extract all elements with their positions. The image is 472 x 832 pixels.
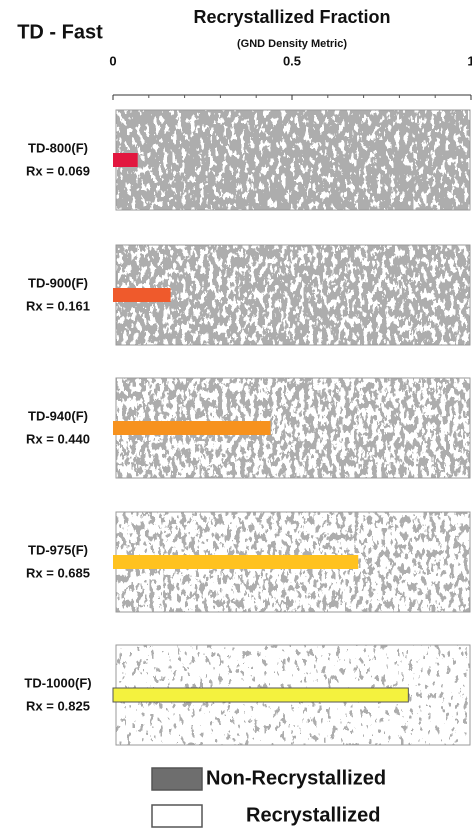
bar bbox=[113, 288, 171, 302]
micrograph bbox=[116, 110, 470, 210]
bar bbox=[113, 421, 271, 435]
category-label: TD-800(F) bbox=[28, 140, 88, 155]
x-tick-label: 0.5 bbox=[283, 53, 301, 68]
value-label: Rx = 0.685 bbox=[26, 565, 90, 580]
value-label: Rx = 0.161 bbox=[26, 298, 90, 313]
legend-label: Recrystallized bbox=[246, 804, 381, 826]
category-label: TD-940(F) bbox=[28, 408, 88, 423]
value-label: Rx = 0.069 bbox=[26, 163, 90, 178]
bar bbox=[113, 555, 358, 569]
bar bbox=[113, 153, 138, 167]
axis-subtitle: (GND Density Metric) bbox=[237, 38, 347, 50]
value-label: Rx = 0.440 bbox=[26, 431, 90, 446]
x-tick-label: 1 bbox=[467, 53, 472, 68]
page: {"chart_data": {"type": "bar", "orientat… bbox=[0, 0, 472, 832]
category-label: TD-900(F) bbox=[28, 275, 88, 290]
legend-swatch bbox=[152, 768, 202, 790]
chart: TD - Fast Recrystallized Fraction (GND D… bbox=[0, 0, 472, 832]
axis-title: Recrystallized Fraction bbox=[193, 7, 390, 27]
legend-swatch bbox=[152, 805, 202, 827]
bar bbox=[113, 688, 408, 702]
x-tick-label: 0 bbox=[109, 53, 116, 68]
legend-label: Non-Recrystallized bbox=[206, 767, 386, 789]
value-label: Rx = 0.825 bbox=[26, 698, 90, 713]
chart-title: TD - Fast bbox=[17, 21, 103, 43]
category-label: TD-1000(F) bbox=[24, 675, 91, 690]
category-label: TD-975(F) bbox=[28, 542, 88, 557]
